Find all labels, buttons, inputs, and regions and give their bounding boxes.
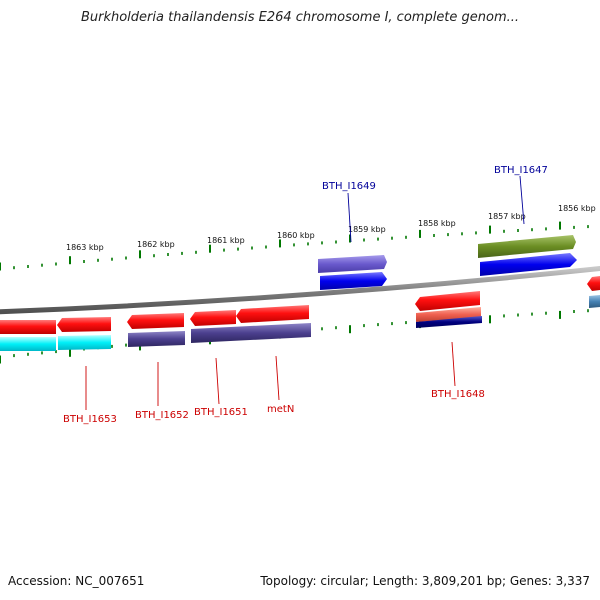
gene-arrow[interactable] (318, 255, 387, 273)
cds-arrow[interactable] (191, 323, 311, 343)
gene-arrow[interactable] (0, 320, 56, 334)
cds-arrow[interactable] (416, 316, 482, 328)
gene-label-bth-i1652[interactable]: BTH_I1652 (135, 410, 189, 421)
gene-arrow[interactable] (478, 235, 576, 258)
label-leaders (85, 175, 525, 410)
summary-label: Topology: circular; Length: 3,809,201 bp… (260, 574, 590, 588)
tick-label: 1863 kbp (66, 243, 104, 252)
minus-strand-features (0, 276, 600, 351)
chromosome-backbone (0, 266, 600, 315)
gene-arrow[interactable] (190, 310, 236, 326)
cds-arrow[interactable] (58, 335, 111, 350)
gene-label-metn[interactable]: metN (267, 404, 294, 415)
tick-label: 1857 kbp (488, 212, 526, 221)
map-title: Burkholderia thailandensis E264 chromoso… (80, 10, 520, 25)
tick-label: 1860 kbp (277, 231, 315, 240)
scale-labels: 1863 kbp 1862 kbp 1861 kbp 1860 kbp 1859… (66, 204, 596, 252)
gene-arrow[interactable] (415, 291, 480, 311)
gene-label-bth-i1649[interactable]: BTH_I1649 (322, 181, 376, 192)
cds-arrow[interactable] (0, 337, 56, 351)
gene-label-bth-i1647[interactable]: BTH_I1647 (494, 165, 548, 176)
cds-arrow[interactable] (480, 253, 577, 276)
cds-arrow[interactable] (128, 331, 185, 347)
tick-label: 1858 kbp (418, 219, 456, 228)
tick-label: 1856 kbp (558, 204, 596, 213)
gene-arrow[interactable] (236, 305, 309, 323)
gene-labels: BTH_I1653 BTH_I1652 BTH_I1651 metN BTH_I… (63, 165, 548, 425)
plus-strand-features (318, 235, 577, 290)
gene-label-bth-i1648[interactable]: BTH_I1648 (431, 389, 485, 400)
gene-label-bth-i1653[interactable]: BTH_I1653 (63, 414, 117, 425)
gene-arrow[interactable] (587, 276, 600, 291)
accession-label: Accession: NC_007651 (8, 574, 145, 588)
cds-arrow[interactable] (320, 272, 387, 290)
outer-tick-ring (0, 221, 589, 271)
gene-arrow[interactable] (57, 317, 111, 332)
gene-label-bth-i1651[interactable]: BTH_I1651 (194, 407, 248, 418)
tick-label: 1859 kbp (348, 225, 386, 234)
cds-arrow[interactable] (589, 295, 600, 308)
tick-label: 1862 kbp (137, 240, 175, 249)
gene-arrow[interactable] (127, 313, 184, 329)
tick-label: 1861 kbp (207, 236, 245, 245)
